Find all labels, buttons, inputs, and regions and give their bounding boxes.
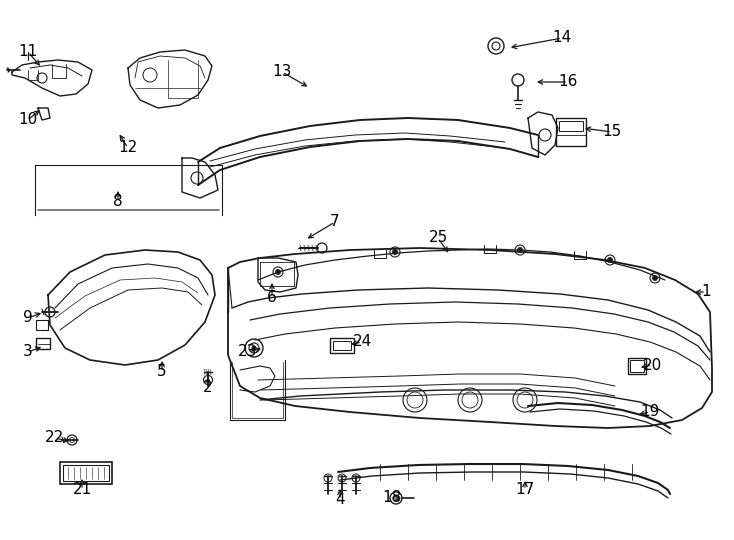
Bar (60, 462, 112, 484)
Text: 20: 20 (642, 357, 661, 373)
Text: 22: 22 (46, 430, 65, 445)
Text: 21: 21 (73, 483, 92, 497)
Bar (36, 338, 50, 349)
Text: 1: 1 (701, 285, 711, 300)
Circle shape (252, 346, 256, 350)
Bar (630, 360, 644, 372)
Text: 18: 18 (382, 490, 401, 505)
Text: 7: 7 (330, 214, 340, 230)
Text: 6: 6 (267, 291, 277, 306)
Bar (559, 121, 583, 131)
Circle shape (608, 258, 612, 262)
Text: 15: 15 (603, 125, 622, 139)
Text: 23: 23 (239, 345, 258, 360)
Text: 9: 9 (23, 310, 33, 326)
Bar (330, 338, 354, 353)
Bar (63, 465, 109, 481)
Circle shape (275, 269, 280, 274)
Circle shape (393, 249, 398, 254)
Text: 3: 3 (23, 345, 33, 360)
Bar (36, 320, 48, 330)
Text: 13: 13 (272, 64, 291, 79)
Circle shape (517, 247, 523, 253)
Circle shape (653, 275, 658, 280)
Text: 10: 10 (18, 112, 37, 127)
Text: 17: 17 (515, 483, 534, 497)
Text: 16: 16 (559, 75, 578, 90)
Text: 2: 2 (203, 381, 213, 395)
Text: 19: 19 (640, 404, 660, 420)
Text: 12: 12 (118, 140, 138, 156)
Text: 14: 14 (553, 30, 572, 45)
Text: 8: 8 (113, 194, 123, 210)
Bar (556, 118, 586, 146)
Text: 4: 4 (335, 492, 345, 508)
Text: 24: 24 (352, 334, 371, 349)
Text: 25: 25 (429, 231, 448, 246)
Bar (333, 341, 351, 350)
Text: 5: 5 (157, 364, 167, 380)
Text: 11: 11 (18, 44, 37, 59)
Bar (628, 358, 646, 374)
